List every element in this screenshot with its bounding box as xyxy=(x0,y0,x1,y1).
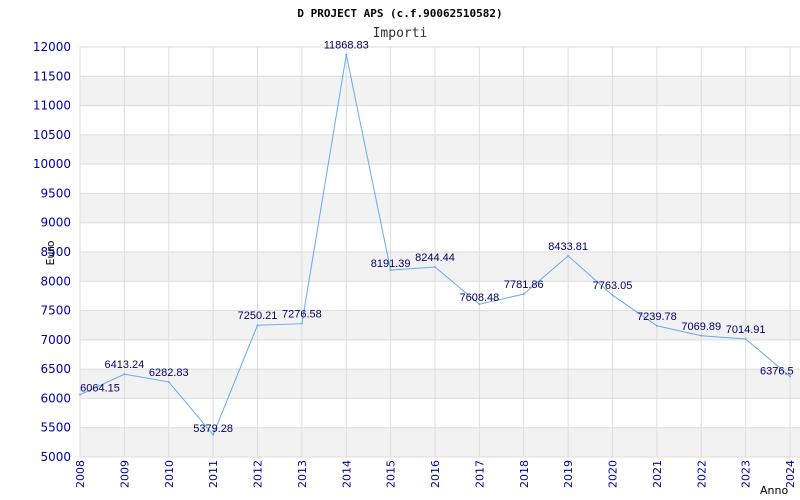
chart-subtitle: Importi xyxy=(373,26,428,41)
data-label: 7276.58 xyxy=(282,309,322,321)
y-tick-label: 11000 xyxy=(33,99,71,113)
y-tick-label: 10000 xyxy=(33,157,71,171)
x-tick-label: 2018 xyxy=(518,460,531,488)
data-label: 7014.91 xyxy=(726,324,766,336)
y-tick-label: 12000 xyxy=(33,40,71,54)
x-tick-label: 2021 xyxy=(651,460,664,488)
data-label: 6413.24 xyxy=(104,359,144,371)
data-point xyxy=(256,324,259,327)
x-tick-label: 2020 xyxy=(607,460,620,488)
grid-band xyxy=(80,76,800,106)
data-point xyxy=(167,380,170,383)
data-point xyxy=(345,53,348,56)
x-tick-label: 2010 xyxy=(163,460,176,488)
data-point xyxy=(389,269,392,272)
data-label: 7069.89 xyxy=(681,321,721,333)
x-tick-label: 2019 xyxy=(562,460,575,488)
data-point xyxy=(611,294,614,297)
y-axis-label: Euro xyxy=(44,240,57,265)
data-label: 7763.05 xyxy=(593,280,633,292)
x-tick-label: 2017 xyxy=(473,460,486,488)
y-tick-label: 8500 xyxy=(40,245,71,259)
data-point xyxy=(300,322,303,325)
x-tick-label: 2024 xyxy=(784,460,797,488)
data-point xyxy=(123,373,126,376)
x-tick-label: 2008 xyxy=(74,460,87,488)
series-group xyxy=(79,53,791,436)
x-axis-label: Anno xyxy=(760,484,788,497)
grid-band xyxy=(80,134,800,165)
grid-band xyxy=(80,252,800,282)
data-label: 11868.83 xyxy=(324,40,369,52)
data-point xyxy=(79,393,81,396)
data-label: 7239.78 xyxy=(637,311,677,323)
grid-band xyxy=(80,193,800,223)
data-point xyxy=(212,433,215,436)
x-tick-label: 2023 xyxy=(740,460,753,488)
y-tick-label: 9500 xyxy=(40,186,71,200)
y-tick-label: 10500 xyxy=(33,128,71,142)
data-label: 7608.48 xyxy=(459,292,499,304)
y-tick-label: 5500 xyxy=(40,421,71,435)
y-tick-label: 5000 xyxy=(40,450,71,464)
x-tick-label: 2012 xyxy=(252,460,265,488)
x-tick-label: 2014 xyxy=(340,460,353,488)
data-label: 6376.5 xyxy=(760,365,794,377)
x-axis-ticks: 2008 2009 2010 2011 2012 2013 2014 2015 2016 2017… xyxy=(74,460,797,488)
data-point xyxy=(655,324,658,327)
grid-band xyxy=(80,310,800,340)
y-tick-label: 7000 xyxy=(40,333,71,347)
x-tick-label: 2011 xyxy=(207,460,220,488)
data-label: 8191.39 xyxy=(371,258,411,270)
y-tick-label: 9000 xyxy=(40,216,71,230)
x-tick-label: 2013 xyxy=(296,460,309,488)
y-tick-label: 6500 xyxy=(40,362,71,376)
y-tick-label: 7500 xyxy=(40,304,71,318)
data-labels: 6064.15 6413.24 6282.83 5379.28 7250.21 7276.… xyxy=(80,40,794,435)
data-point xyxy=(522,293,525,296)
data-point xyxy=(478,303,481,306)
data-label: 8244.44 xyxy=(415,252,455,264)
data-point xyxy=(434,265,436,268)
y-axis-ticks: 5000 5500 6000 6500 7000 7500 8000 8500 9000 9500… xyxy=(33,40,71,464)
gridlines xyxy=(79,46,800,458)
plot-background-bands xyxy=(80,76,800,457)
y-tick-label: 8000 xyxy=(40,274,71,288)
data-label: 7781.86 xyxy=(504,279,544,291)
grid-band xyxy=(80,427,800,457)
data-point xyxy=(700,334,703,337)
data-point xyxy=(789,375,791,378)
y-tick-label: 11500 xyxy=(33,69,71,83)
chart-title: D PROJECT APS (c.f.90062510582) xyxy=(297,7,502,20)
data-label: 5379.28 xyxy=(193,423,233,435)
x-tick-label: 2016 xyxy=(429,460,442,488)
grid-band xyxy=(80,369,800,399)
data-label: 6064.15 xyxy=(80,383,120,395)
data-label: 7250.21 xyxy=(238,310,278,322)
x-tick-label: 2022 xyxy=(695,460,708,488)
data-label: 8433.81 xyxy=(548,241,588,253)
data-label: 6282.83 xyxy=(149,367,189,379)
y-tick-label: 6000 xyxy=(40,391,71,405)
x-tick-label: 2009 xyxy=(118,460,131,488)
data-point xyxy=(567,254,570,257)
x-tick-label: 2015 xyxy=(385,460,398,488)
data-point xyxy=(744,337,747,340)
